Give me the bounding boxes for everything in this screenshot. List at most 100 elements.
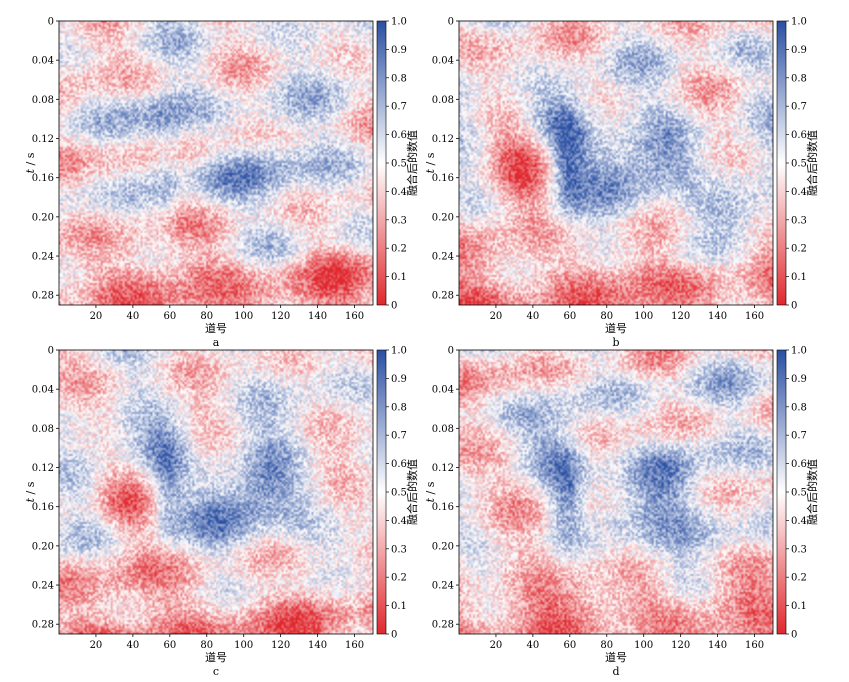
- y-tick-label: 0.12: [32, 463, 54, 474]
- y-tick-label: 0.12: [432, 463, 454, 474]
- y-axis-label-unit: / s: [424, 481, 437, 498]
- x-tick-label: 40: [527, 640, 540, 651]
- colorbar-tick-label: 0.7: [791, 102, 807, 113]
- heatmap-image: [459, 21, 773, 305]
- colorbar-tick-label: 0.4: [791, 187, 807, 198]
- y-tick-label: 0.12: [32, 134, 54, 145]
- x-tick-label: 40: [127, 311, 140, 322]
- colorbar-tick-label: 0.3: [391, 544, 407, 555]
- x-tick-label: 100: [234, 640, 253, 651]
- panel-letter: d: [612, 665, 619, 678]
- y-tick-label: 0: [448, 346, 454, 357]
- chart-panel-d: 20 40 60 80 100 120 140 160 0 0.04 0.08 0.12 0.16 0.2…: [424, 346, 819, 679]
- y-tick-label: 0.28: [432, 291, 454, 302]
- colorbar-tick-label: 0.1: [391, 601, 407, 612]
- y-axis-label-variable: t: [424, 168, 437, 173]
- y-axis-label: t / s: [24, 481, 37, 502]
- x-tick-label: 120: [271, 640, 290, 651]
- x-tick-label: 160: [745, 311, 764, 322]
- y-tick-label: 0.24: [432, 581, 454, 592]
- colorbar-tick-label: 0.7: [391, 102, 407, 113]
- x-tick-label: 140: [708, 640, 727, 651]
- colorbar-label: 融合后的数值: [405, 130, 419, 196]
- colorbar-tick-label: 0.6: [391, 459, 407, 470]
- x-tick-label: 40: [527, 311, 540, 322]
- y-tick-label: 0.28: [32, 620, 54, 631]
- x-tick-label: 60: [563, 311, 576, 322]
- panel-letter: c: [213, 665, 219, 678]
- y-tick-label: 0.12: [432, 134, 454, 145]
- y-tick-label: 0: [48, 346, 54, 357]
- x-tick-label: 100: [634, 311, 653, 322]
- colorbar-tick-label: 0.9: [791, 45, 807, 56]
- colorbar: [376, 20, 387, 306]
- x-axis-label: 道号: [205, 321, 227, 335]
- x-tick-label: 160: [345, 640, 364, 651]
- colorbar-tick-label: 0.4: [791, 516, 807, 527]
- y-tick-label: 0.20: [432, 212, 454, 223]
- x-axis-label: 道号: [605, 650, 627, 664]
- colorbar-tick-label: 0.3: [391, 215, 407, 226]
- x-tick-label: 20: [490, 311, 503, 322]
- y-tick-label: 0.04: [32, 385, 54, 396]
- y-tick-label: 0.28: [432, 620, 454, 631]
- y-tick-label: 0: [48, 17, 54, 28]
- colorbar-tick-label: 0.6: [391, 130, 407, 141]
- colorbar-tick-label: 0.9: [391, 374, 407, 385]
- colorbar-tick-label: 0: [791, 630, 797, 641]
- chart-panel-a: 20 40 60 80 100 120 140 160 0 0.04 0.08 0.12 0.16 0.2…: [24, 17, 419, 350]
- y-tick-label: 0.08: [432, 95, 454, 106]
- colorbar-tick-label: 0.8: [791, 402, 807, 413]
- x-tick-label: 60: [163, 311, 176, 322]
- x-axis-label: 道号: [205, 650, 227, 664]
- colorbar-tick-label: 1.0: [391, 346, 407, 357]
- y-axis-label: t / s: [24, 152, 37, 173]
- colorbar-tick-label: 0.2: [791, 573, 807, 584]
- panel-letter: b: [612, 336, 619, 349]
- colorbar: [376, 349, 387, 635]
- colorbar-tick-label: 0.6: [791, 459, 807, 470]
- panel-letter: a: [213, 336, 220, 349]
- y-tick-label: 0: [448, 17, 454, 28]
- plot-frame: [458, 20, 774, 306]
- plot-frame: [458, 349, 774, 635]
- x-tick-label: 80: [200, 640, 213, 651]
- colorbar-tick-label: 0.5: [391, 159, 407, 170]
- colorbar: [776, 349, 787, 635]
- colorbar-tick-label: 0.5: [391, 488, 407, 499]
- y-axis-label: t / s: [424, 481, 437, 502]
- y-tick-label: 0.24: [432, 252, 454, 263]
- colorbar-tick-label: 0.2: [391, 573, 407, 584]
- y-tick-label: 0.16: [32, 502, 54, 513]
- y-tick-label: 0.24: [32, 581, 54, 592]
- colorbar-tick-label: 1.0: [391, 17, 407, 28]
- y-axis-label-unit: / s: [24, 481, 37, 498]
- x-tick-label: 60: [563, 640, 576, 651]
- colorbar-tick-label: 0.7: [391, 431, 407, 442]
- heatmap-image: [59, 21, 373, 305]
- colorbar-tick-label: 1.0: [791, 17, 807, 28]
- x-tick-label: 20: [90, 640, 103, 651]
- y-tick-label: 0.20: [32, 541, 54, 552]
- y-tick-label: 0.04: [432, 56, 454, 67]
- colorbar-tick-label: 0.1: [791, 601, 807, 612]
- y-tick-label: 0.20: [432, 541, 454, 552]
- colorbar-tick-label: 0.1: [791, 272, 807, 283]
- x-tick-label: 120: [271, 311, 290, 322]
- colorbar-tick-label: 0.9: [391, 45, 407, 56]
- y-axis-label-unit: / s: [424, 152, 437, 169]
- x-tick-label: 140: [308, 311, 327, 322]
- y-tick-label: 0.08: [32, 424, 54, 435]
- heatmap-image: [459, 350, 773, 634]
- colorbar-tick-label: 1.0: [791, 346, 807, 357]
- x-tick-label: 40: [127, 640, 140, 651]
- colorbar-tick-label: 0.8: [391, 402, 407, 413]
- x-tick-label: 100: [634, 640, 653, 651]
- x-tick-label: 160: [345, 311, 364, 322]
- y-axis-label-unit: / s: [24, 152, 37, 169]
- y-tick-label: 0.16: [432, 173, 454, 184]
- colorbar-tick-label: 0.1: [391, 272, 407, 283]
- plot-frame: [58, 20, 374, 306]
- colorbar-tick-label: 0.8: [391, 73, 407, 84]
- colorbar-tick-label: 0: [391, 630, 397, 641]
